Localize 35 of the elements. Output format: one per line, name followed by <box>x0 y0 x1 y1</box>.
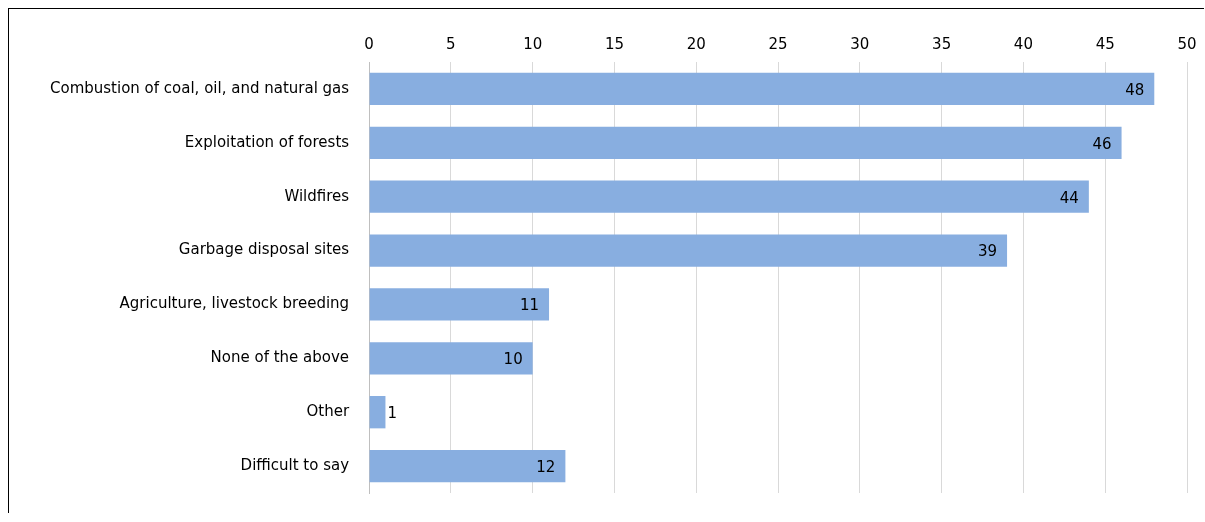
x-tick-label: 0 <box>364 34 374 53</box>
bar <box>369 126 1122 159</box>
data-label: 46 <box>1092 134 1112 153</box>
x-tick-label: 50 <box>1177 34 1197 53</box>
y-tick-label: None of the above <box>210 348 350 367</box>
data-label: 12 <box>536 457 556 476</box>
bar <box>369 234 1008 267</box>
data-label: 48 <box>1125 80 1145 99</box>
data-label: 11 <box>519 296 540 315</box>
bar <box>369 449 566 483</box>
x-tick-label: 10 <box>523 34 543 53</box>
y-tick-label: Exploitation of forests <box>184 132 350 151</box>
x-tick-label: 45 <box>1095 34 1115 53</box>
y-tick-label: Difficult to say <box>240 455 350 474</box>
x-tick-label: 25 <box>768 34 788 53</box>
bar <box>369 288 550 321</box>
bar <box>369 396 386 429</box>
y-tick-label: Other <box>306 402 350 421</box>
bar <box>369 72 1155 106</box>
x-tick-label: 15 <box>604 34 625 53</box>
y-tick-label: Combustion of coal, oil, and natural gas <box>49 78 350 97</box>
x-tick-label: 40 <box>1013 34 1033 53</box>
x-tick-label: 30 <box>850 34 870 53</box>
data-label: 10 <box>503 350 523 369</box>
bar <box>369 180 1089 213</box>
x-tick-label: 35 <box>932 34 952 53</box>
data-label: 39 <box>977 242 998 261</box>
y-tick-label: Wildfires <box>284 186 350 205</box>
data-label: 1 <box>387 404 397 423</box>
bar <box>369 342 533 375</box>
y-tick-label: Garbage disposal sites <box>178 240 350 259</box>
x-tick-label: 20 <box>686 34 706 53</box>
data-label: 44 <box>1059 188 1079 207</box>
y-tick-label: Agriculture, livestock breeding <box>119 294 350 313</box>
x-tick-label: 5 <box>446 34 456 53</box>
